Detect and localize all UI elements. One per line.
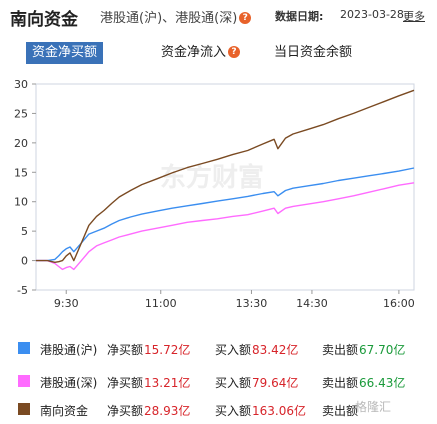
plot-frame xyxy=(35,83,415,291)
legend-sell-label: 卖出额 xyxy=(322,376,359,390)
tab-net-inflow-label: 资金净流入 xyxy=(161,45,227,60)
legend-swatch-hu xyxy=(18,342,30,354)
legend-buy-label: 买入额 xyxy=(215,376,252,390)
legend-sell-value: 66.43亿 xyxy=(359,376,406,390)
corner-watermark: 格隆汇 xyxy=(355,400,392,414)
x-tick-label: 16:00 xyxy=(383,297,415,310)
legend-row-hu: 港股通(沪) 净买额 15.72亿 买入额 83.42亿 卖出额 67.70亿 xyxy=(0,338,437,358)
legend-net-label: 净买额 xyxy=(107,404,144,418)
date-label: 数据日期: xyxy=(275,10,324,23)
legend-row-shen: 港股通(深) 净买额 13.21亿 买入额 79.64亿 卖出额 66.43亿 xyxy=(0,371,437,391)
x-tick-label: 11:00 xyxy=(145,297,177,310)
legend-buy-value: 79.64亿 xyxy=(252,376,299,390)
x-tick-label: 14:30 xyxy=(296,297,328,310)
legend-row-total: 南向资金 净买额 28.93亿 买入额 163.06亿 卖出额 xyxy=(0,399,437,419)
legend-swatch-shen xyxy=(18,375,30,387)
tab-bar: 资金净买额 资金净流入? 当日资金余额 xyxy=(0,42,437,66)
legend-net-value: 28.93亿 xyxy=(144,404,191,418)
y-tick-label: 15 xyxy=(14,166,28,179)
legend-net-label: 净买额 xyxy=(107,376,144,390)
tab-net-buy[interactable]: 资金净买额 xyxy=(26,42,104,64)
legend-name: 港股通(深) xyxy=(40,376,98,390)
x-tick-label: 13:30 xyxy=(236,297,268,310)
header: 南向资金 港股通(沪)、港股通(深)? 数据日期: 2023-03-28 更多 xyxy=(0,0,437,30)
legend-buy-value: 83.42亿 xyxy=(252,343,299,357)
y-tick-label: 25 xyxy=(14,107,28,120)
page-subtitle: 港股通(沪)、港股通(深)? xyxy=(100,7,252,26)
y-tick-label: 0 xyxy=(21,255,28,268)
subtitle-text: 港股通(沪)、港股通(深) xyxy=(100,11,238,26)
legend-sell-label: 卖出额 xyxy=(322,404,359,418)
chart-watermark: 东方财富 xyxy=(160,162,264,193)
y-tick-label: -5 xyxy=(17,284,28,297)
legend-buy-label: 买入额 xyxy=(215,343,252,357)
legend-buy-value: 163.06亿 xyxy=(252,404,306,418)
series-line-1 xyxy=(36,182,415,271)
legend-net-value: 15.72亿 xyxy=(144,343,191,357)
legend-swatch-total xyxy=(18,403,30,415)
legend-sell-label: 卖出额 xyxy=(322,343,359,357)
legend-sell-value: 67.70亿 xyxy=(359,343,406,357)
date-value: 2023-03-28 xyxy=(340,8,404,21)
legend-name: 港股通(沪) xyxy=(40,343,98,357)
x-tick-label: 9:30 xyxy=(54,297,79,310)
legend-name: 南向资金 xyxy=(40,404,89,418)
help-icon[interactable]: ? xyxy=(239,11,252,24)
page-title: 南向资金 xyxy=(10,10,78,30)
chart-area: -5 0 5 10 15 20 25 30 9:30 11:00 13:30 14:30 16:00 东方… xyxy=(0,76,437,312)
y-tick-label: 5 xyxy=(21,225,28,238)
tab-net-inflow[interactable]: 资金净流入? xyxy=(155,42,246,64)
y-tick-label: 10 xyxy=(14,196,28,209)
y-tick-label: 30 xyxy=(14,78,28,91)
more-link[interactable]: 更多 xyxy=(403,10,425,23)
line-chart: -5 0 5 10 15 20 25 30 9:30 11:00 13:30 14:30 16:00 东方… xyxy=(14,78,415,310)
legend-net-value: 13.21亿 xyxy=(144,376,191,390)
y-tick-label: 20 xyxy=(14,137,28,150)
legend-buy-label: 买入额 xyxy=(215,404,252,418)
help-icon[interactable]: ? xyxy=(228,45,241,58)
series-line-2 xyxy=(36,89,415,264)
series-line-0 xyxy=(36,167,415,262)
tab-daily-balance[interactable]: 当日资金余额 xyxy=(274,45,353,60)
legend-net-label: 净买额 xyxy=(107,343,144,357)
